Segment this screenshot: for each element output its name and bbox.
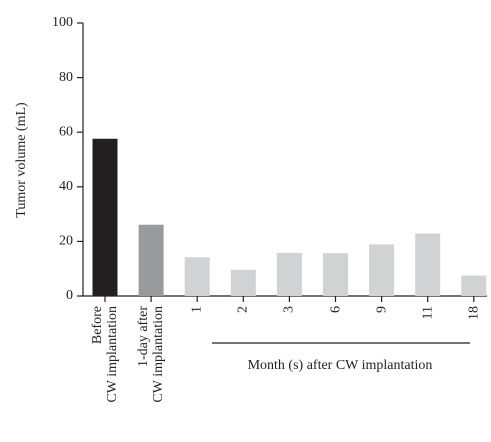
y-tick-label: 0 bbox=[66, 288, 73, 303]
y-tick-label: 40 bbox=[59, 179, 73, 194]
y-tick-label: 60 bbox=[59, 124, 73, 139]
y-tick-label: 100 bbox=[52, 15, 73, 30]
bar bbox=[276, 252, 302, 296]
x-tick-label: 2 bbox=[235, 306, 251, 313]
x-tick-label: 1-day after CW implantation bbox=[136, 306, 167, 403]
bar bbox=[230, 269, 256, 296]
bar bbox=[138, 224, 164, 296]
y-axis-label: Tumor volume (mL) bbox=[14, 102, 29, 218]
bar bbox=[184, 257, 210, 296]
x-tick-label: Before CW implantation bbox=[90, 306, 120, 403]
bar bbox=[461, 275, 487, 296]
x-tick-label: 9 bbox=[374, 306, 390, 313]
bar bbox=[415, 233, 441, 296]
x-tick-label: 6 bbox=[328, 306, 343, 313]
annotation: Month (s) after CW implantation bbox=[248, 358, 433, 373]
x-tick-label: 18 bbox=[466, 306, 482, 320]
x-tick-label: 3 bbox=[281, 306, 297, 313]
y-tick-label: 20 bbox=[59, 234, 73, 249]
bar bbox=[323, 253, 348, 296]
x-tick-label: 11 bbox=[420, 306, 436, 320]
bar bbox=[369, 244, 395, 296]
x-tick-label: 1 bbox=[189, 306, 205, 313]
bar bbox=[92, 138, 118, 296]
y-tick-label: 80 bbox=[59, 70, 73, 85]
